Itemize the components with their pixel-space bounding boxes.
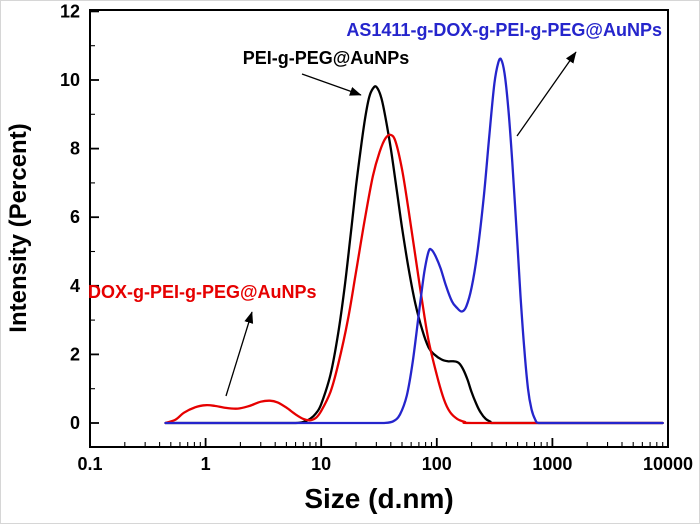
annotation-label-1: DOX-g-PEI-g-PEG@AuNPs xyxy=(88,282,317,302)
plot-frame xyxy=(89,9,669,448)
y-tick-label: 8 xyxy=(70,139,80,159)
annotation-label-0: PEI-g-PEG@AuNPs xyxy=(243,48,410,68)
x-tick-label: 1000 xyxy=(532,454,572,474)
y-axis-title: Intensity (Percent) xyxy=(5,123,32,332)
series-line-2 xyxy=(164,57,664,425)
annotation-arrow-1 xyxy=(225,311,254,397)
x-tick-label: 10 xyxy=(311,454,331,474)
y-tick-label: 6 xyxy=(70,207,80,227)
annotation-arrow-2 xyxy=(516,51,577,137)
x-tick-label: 1 xyxy=(201,454,211,474)
annotation-label-2: AS1411-g-DOX-g-PEI-g-PEG@AuNPs xyxy=(346,20,662,40)
series-line-1 xyxy=(164,133,664,425)
plot-area: 0.1 1 10 100 1000 10000 0 2 4 6 8 10 12 PEI-g-PEG@AuN… xyxy=(60,1,693,474)
x-tick-label: 0.1 xyxy=(77,454,102,474)
x-axis-title: Size (d.nm) xyxy=(304,483,453,514)
series-line-0 xyxy=(164,85,664,425)
y-tick-label: 4 xyxy=(70,276,80,296)
y-tick-label: 12 xyxy=(60,1,80,21)
y-tick-label: 0 xyxy=(70,413,80,433)
y-tick-label: 10 xyxy=(60,70,80,90)
y-tick-label: 2 xyxy=(70,344,80,364)
annotation-arrow-0 xyxy=(301,73,362,96)
x-tick-label: 10000 xyxy=(643,454,693,474)
x-tick-label: 100 xyxy=(422,454,452,474)
